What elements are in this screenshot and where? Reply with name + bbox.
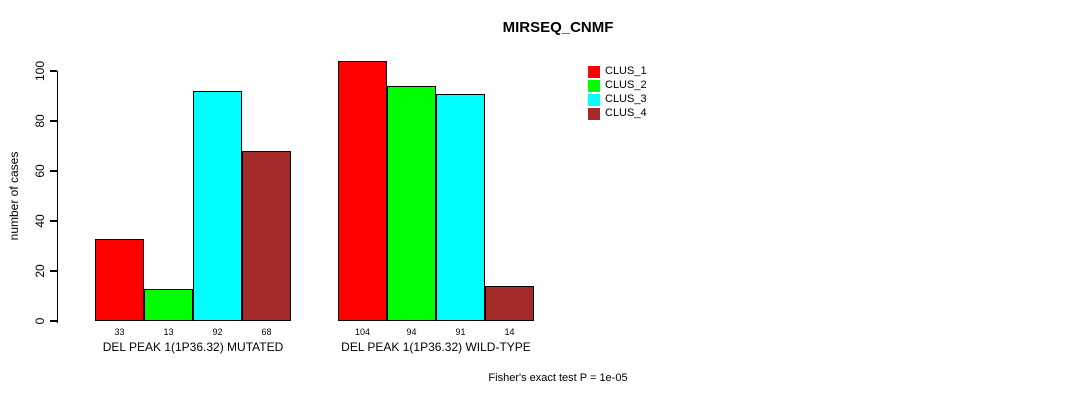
legend-swatch-icon: [588, 65, 600, 78]
bar-value-label: 68: [261, 327, 272, 337]
legend-label: CLUS_2: [605, 79, 647, 91]
y-axis-tick: [49, 270, 57, 272]
y-axis-tick: [49, 220, 57, 222]
y-axis-tick-label: 0: [33, 317, 47, 325]
legend-item-clus_4: CLUS_4: [588, 107, 647, 120]
y-axis-tick-label: 40: [33, 214, 47, 228]
bar-clus_3-group1: [193, 91, 242, 321]
bar-value-label: 13: [163, 327, 174, 337]
bar-clus_2-group2: [387, 86, 436, 321]
y-axis-tick-label: 60: [33, 164, 47, 178]
legend-item-clus_1: CLUS_1: [588, 65, 647, 78]
legend-swatch-icon: [588, 79, 600, 92]
fisher-test-annotation: Fisher's exact test P = 1e-05: [488, 372, 628, 384]
y-axis-line: [56, 71, 58, 323]
category-label: DEL PEAK 1(1P36.32) WILD-TYPE: [341, 340, 531, 354]
bar-clus_1-group1: [95, 238, 144, 321]
bar-clus_1-group2: [338, 61, 387, 321]
legend-swatch-icon: [588, 107, 600, 120]
legend-swatch-icon: [588, 93, 600, 106]
legend-item-clus_2: CLUS_2: [588, 79, 647, 92]
y-axis-tick: [49, 70, 57, 72]
y-axis-tick-label: 80: [33, 114, 47, 128]
bar-clus_3-group2: [436, 93, 485, 321]
bar-value-label: 33: [114, 327, 125, 337]
bar-value-label: 104: [354, 327, 371, 337]
y-axis-tick: [49, 120, 57, 122]
legend-label: CLUS_1: [605, 65, 647, 77]
category-label: DEL PEAK 1(1P36.32) MUTATED: [102, 340, 284, 354]
legend-item-clus_3: CLUS_3: [588, 93, 647, 106]
bar-value-label: 91: [455, 327, 466, 337]
legend-label: CLUS_4: [605, 107, 647, 119]
bar-clus_2-group1: [144, 288, 193, 321]
y-axis-tick: [49, 320, 57, 322]
bar-value-label: 92: [212, 327, 223, 337]
bar-clus_4-group1: [242, 151, 291, 321]
bar-value-label: 94: [406, 327, 417, 337]
bar-value-label: 14: [504, 327, 515, 337]
y-axis-tick-label: 20: [33, 264, 47, 278]
y-axis-title: number of cases: [7, 151, 21, 241]
bar-clus_4-group2: [485, 286, 534, 321]
y-axis-tick: [49, 170, 57, 172]
y-axis-tick-label: 100: [33, 60, 47, 82]
legend-label: CLUS_3: [605, 93, 647, 105]
chart-title: MIRSEQ_CNMF: [502, 19, 614, 36]
legend: CLUS_1 CLUS_2 CLUS_3 CLUS_4: [588, 65, 647, 121]
